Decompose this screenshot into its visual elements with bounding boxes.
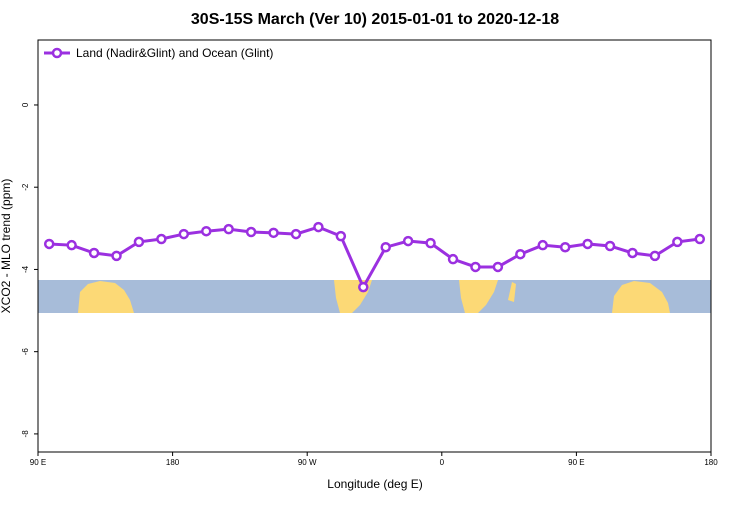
series-line	[49, 225, 700, 291]
data-point	[447, 253, 459, 265]
data-point	[515, 248, 526, 260]
data-point	[537, 239, 548, 251]
y-tick-label: -4	[21, 265, 30, 273]
data-point	[425, 237, 436, 249]
chart-title: 30S-15S March (Ver 10) 2015-01-01 to 202…	[191, 11, 559, 28]
data-point	[470, 261, 481, 273]
x-tick-label: 90 W	[298, 458, 317, 467]
data-point	[604, 240, 616, 252]
data-point	[492, 261, 504, 273]
legend-label: Land (Nadir&Glint) and Ocean (Glint)	[76, 46, 273, 60]
x-tick-label: 0	[440, 458, 445, 467]
y-tick-label: -6	[21, 348, 30, 356]
data-point	[133, 236, 145, 248]
data-point	[156, 233, 167, 245]
data-point	[268, 227, 279, 239]
data-point	[649, 250, 661, 262]
data-point	[335, 230, 347, 242]
x-tick-label: 180	[166, 458, 180, 467]
data-point	[201, 225, 212, 237]
data-point	[380, 241, 391, 253]
data-point	[178, 228, 190, 240]
plot-frame	[37, 39, 712, 453]
x-axis-label: Longitude (deg E)	[327, 477, 422, 491]
data-point	[111, 250, 122, 262]
data-point	[43, 238, 55, 250]
data-point	[627, 247, 638, 259]
data-point	[290, 228, 302, 240]
map-band	[38, 280, 711, 313]
data-point	[582, 238, 593, 250]
data-point	[402, 235, 414, 247]
data-point	[694, 233, 706, 245]
y-tick-label: -8	[21, 430, 30, 438]
x-tick-label: 180	[704, 458, 718, 467]
data-point	[559, 241, 571, 253]
y-tick-label: -2	[21, 183, 30, 191]
y-axis-label: XCO2 - MLO trend (ppm)	[0, 179, 13, 314]
data-point	[88, 247, 100, 259]
data-point	[358, 281, 369, 293]
y-tick-label: 0	[21, 102, 30, 107]
legend-marker	[51, 47, 63, 59]
data-point	[245, 226, 257, 238]
data-point	[672, 236, 683, 248]
data-point	[223, 223, 234, 235]
data-point	[66, 239, 77, 251]
x-tick-label: 90 E	[568, 458, 584, 467]
data-point	[313, 221, 324, 233]
x-tick-label: 90 E	[30, 458, 46, 467]
